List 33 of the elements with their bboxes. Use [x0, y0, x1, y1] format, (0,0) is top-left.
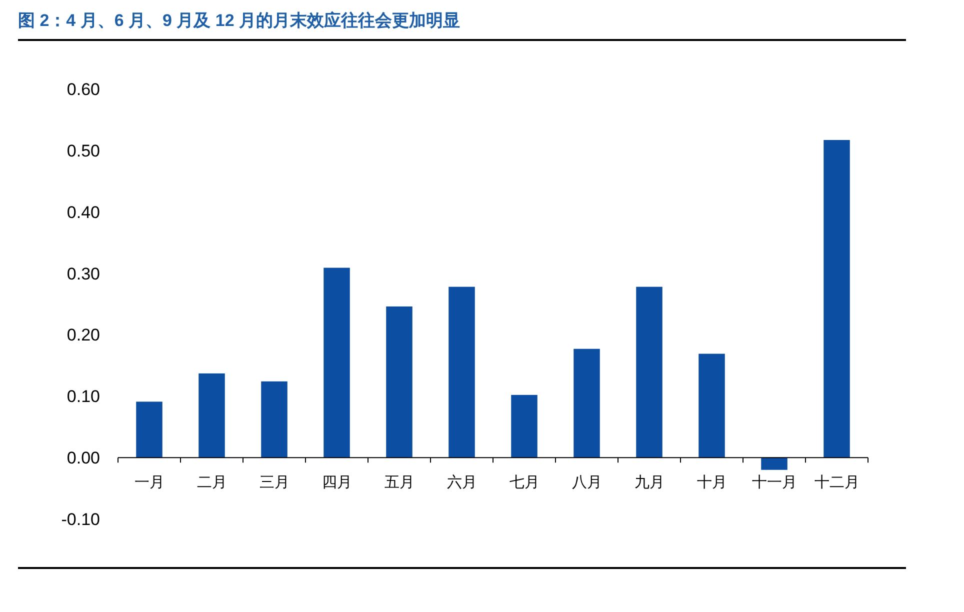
x-tick-label: 七月: [509, 474, 540, 491]
x-tick-label: 五月: [384, 474, 414, 491]
y-tick-label: 0.20: [66, 326, 100, 345]
x-tick-label: 四月: [322, 474, 352, 491]
x-tick-label: 十二月: [814, 474, 860, 491]
x-tick-label: 二月: [196, 474, 227, 491]
bar: [136, 402, 162, 458]
bar: [324, 268, 350, 458]
x-tick-label: 六月: [446, 474, 477, 491]
bar: [386, 306, 412, 458]
x-tick-label: 九月: [634, 474, 664, 491]
bar: [698, 354, 725, 458]
x-tick-label: 八月: [572, 474, 602, 491]
y-tick-label: 0.40: [66, 202, 100, 222]
y-tick-label: 0.60: [66, 80, 100, 99]
x-tick-label: 三月: [259, 474, 290, 491]
bar: [636, 286, 662, 458]
y-tick-label: 0.00: [66, 448, 100, 468]
y-tick-label: 0.10: [66, 387, 100, 406]
bar: [824, 140, 850, 458]
bar: [198, 373, 225, 458]
x-tick-label: 十月: [696, 474, 727, 491]
y-tick-label: 0.50: [66, 141, 100, 160]
x-tick-label: 一月: [134, 474, 164, 491]
bar: [574, 348, 600, 458]
chart-title: 图 2：4 月、6 月、9 月及 12 月的月末效应往往会更加明显: [18, 11, 460, 30]
bar: [448, 286, 475, 458]
bar: [261, 381, 288, 458]
bar: [511, 394, 538, 458]
x-tick-label: 十一月: [752, 474, 797, 491]
y-tick-label: -0.10: [61, 510, 100, 529]
bar: [761, 458, 788, 470]
y-tick-label: 0.30: [66, 264, 100, 284]
